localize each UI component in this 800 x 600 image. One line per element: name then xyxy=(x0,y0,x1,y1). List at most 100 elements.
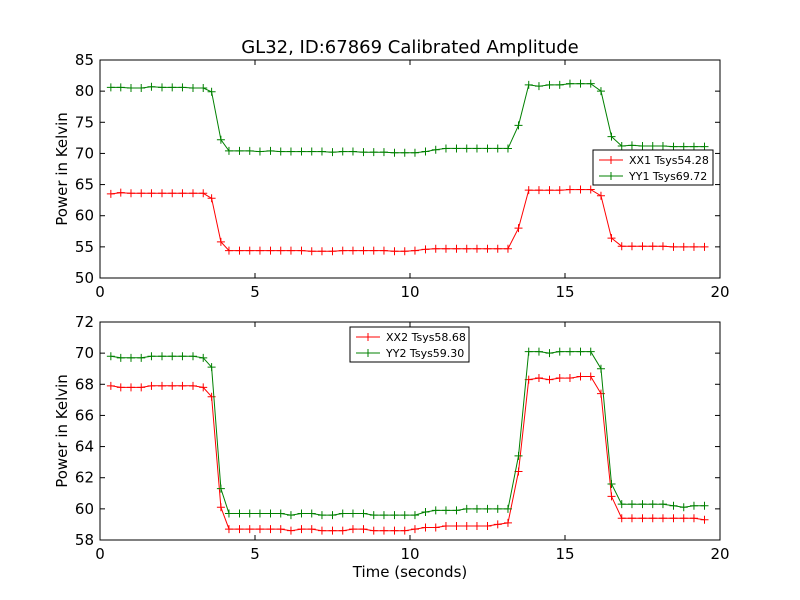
data-point xyxy=(307,509,316,518)
data-point xyxy=(369,246,378,255)
data-point xyxy=(493,144,502,153)
data-point xyxy=(483,144,492,153)
data-point xyxy=(689,514,698,523)
x-tick-label: 10 xyxy=(400,545,419,563)
data-point xyxy=(297,246,306,255)
data-point xyxy=(359,246,368,255)
data-point xyxy=(607,492,616,501)
legend-marker xyxy=(364,349,372,357)
data-point xyxy=(307,525,316,534)
data-point xyxy=(158,189,166,198)
data-point xyxy=(390,148,399,157)
data-point xyxy=(245,509,254,518)
subplot-2: 0 5 10 15 20 58 60 62 64 66 68 70 72 Power in Kelvin T… xyxy=(53,313,730,581)
data-point xyxy=(421,507,430,516)
data-point xyxy=(514,451,523,460)
data-point xyxy=(116,353,125,362)
data-point xyxy=(586,185,595,194)
data-point xyxy=(452,144,461,153)
x-tick-label: 15 xyxy=(555,545,574,563)
data-point xyxy=(224,525,233,534)
data-point xyxy=(317,511,326,520)
data-point xyxy=(199,84,208,93)
data-point xyxy=(106,352,115,361)
data-point xyxy=(137,353,146,362)
data-point xyxy=(348,525,357,534)
y-tick-label: 58 xyxy=(75,531,94,549)
legend-label: XX1 Tsys54.28 xyxy=(629,154,709,167)
data-point xyxy=(421,523,430,532)
data-point xyxy=(596,87,605,96)
data-point xyxy=(421,245,430,254)
data-point xyxy=(297,147,306,156)
data-point xyxy=(286,511,295,520)
y-tick-label: 55 xyxy=(75,238,94,256)
data-point xyxy=(514,224,523,233)
figure-title: GL32, ID:67869 Calibrated Amplitude xyxy=(241,37,579,58)
data-point xyxy=(545,186,554,195)
data-point xyxy=(338,246,347,255)
data-point xyxy=(338,509,347,518)
series-yy2 xyxy=(106,347,709,520)
data-point xyxy=(147,352,156,361)
data-point xyxy=(679,503,688,512)
data-point xyxy=(493,520,502,529)
data-point xyxy=(199,189,208,198)
data-point xyxy=(524,80,533,89)
data-point xyxy=(669,142,678,151)
data-point xyxy=(410,246,419,255)
data-point xyxy=(534,82,543,91)
data-point xyxy=(158,381,166,390)
data-point xyxy=(199,383,208,392)
data-point xyxy=(338,526,347,535)
data-point xyxy=(441,244,450,253)
data-point xyxy=(127,353,135,362)
data-point xyxy=(178,352,187,361)
y-tick-label: 70 xyxy=(75,344,94,362)
data-point xyxy=(638,242,647,251)
data-point xyxy=(207,363,216,372)
data-point xyxy=(607,132,616,141)
data-point xyxy=(689,501,698,510)
data-point xyxy=(627,141,636,150)
data-point xyxy=(555,374,564,383)
data-point xyxy=(158,352,166,361)
data-point xyxy=(565,374,574,383)
y-axis-label: Power in Kelvin xyxy=(53,374,71,488)
data-point xyxy=(369,526,378,535)
data-point xyxy=(224,246,233,255)
data-point xyxy=(255,525,264,534)
y-tick-label: 66 xyxy=(75,406,94,424)
data-point xyxy=(700,242,709,251)
data-point xyxy=(462,244,471,253)
data-point xyxy=(235,525,244,534)
data-point xyxy=(431,523,440,532)
data-point xyxy=(462,521,471,530)
x-tick-label: 15 xyxy=(555,283,574,301)
data-point xyxy=(565,79,574,88)
data-point xyxy=(503,518,512,527)
data-point xyxy=(648,242,657,251)
data-point xyxy=(168,83,177,92)
data-point xyxy=(586,347,595,356)
data-point xyxy=(216,503,225,512)
series-xx1 xyxy=(106,185,709,256)
x-tick-label: 5 xyxy=(250,545,260,563)
data-point xyxy=(348,509,357,518)
legend-marker xyxy=(364,333,372,341)
legend: XX1 Tsys54.28 YY1 Tsys69.72 xyxy=(592,149,714,186)
data-point xyxy=(679,514,688,523)
data-point xyxy=(328,526,337,535)
data-point xyxy=(452,506,461,515)
data-point xyxy=(586,372,595,381)
data-point xyxy=(328,247,337,256)
data-point xyxy=(400,247,409,256)
data-point xyxy=(390,511,399,520)
data-point xyxy=(106,83,115,92)
data-point xyxy=(565,185,574,194)
data-point xyxy=(524,347,533,356)
y-tick-label: 80 xyxy=(75,82,94,100)
x-tick-label: 5 xyxy=(250,283,260,301)
data-point xyxy=(555,80,564,89)
